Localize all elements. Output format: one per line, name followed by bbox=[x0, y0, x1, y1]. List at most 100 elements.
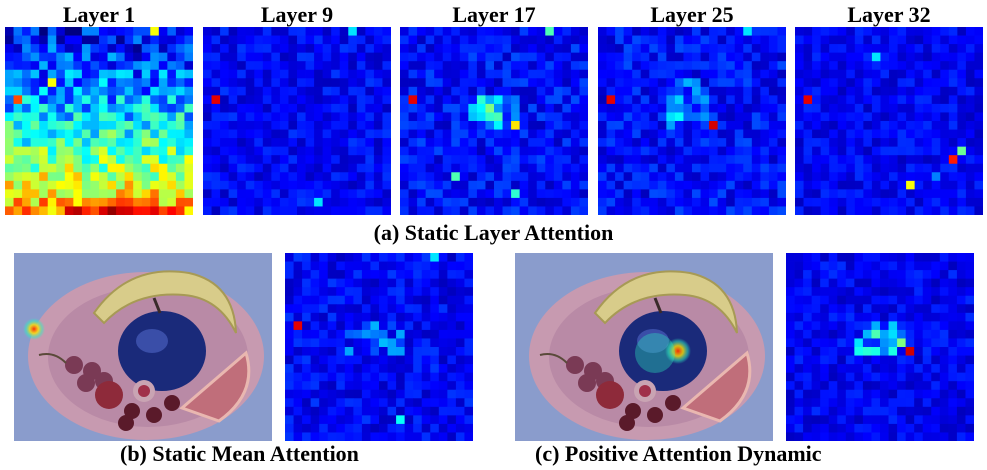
heatmap-cell bbox=[56, 61, 66, 71]
heatmap-cell bbox=[931, 261, 941, 271]
heatmap-cell bbox=[237, 52, 247, 62]
heatmap-cell bbox=[396, 355, 406, 365]
heatmap-cell bbox=[47, 69, 57, 79]
heatmap-cell bbox=[116, 180, 126, 190]
heatmap-cell bbox=[829, 189, 839, 199]
heatmap-cell bbox=[939, 355, 949, 365]
heatmap-cell bbox=[666, 155, 676, 165]
heatmap-cell bbox=[846, 172, 856, 182]
heatmap-cell bbox=[310, 389, 320, 399]
heatmap-cell bbox=[528, 189, 538, 199]
heatmap-cell bbox=[940, 129, 950, 139]
heatmap-cell bbox=[90, 112, 100, 122]
heatmap-cell bbox=[417, 138, 427, 148]
heatmap-cell bbox=[13, 69, 23, 79]
heatmap-cell bbox=[743, 180, 753, 190]
heatmap-cell bbox=[73, 112, 83, 122]
heatmap-cell bbox=[795, 78, 804, 88]
heatmap-cell bbox=[812, 95, 822, 105]
heatmap-cell bbox=[615, 103, 625, 113]
heatmap-cell bbox=[455, 295, 465, 305]
heatmap-cell bbox=[906, 129, 916, 139]
heatmap-cell bbox=[387, 364, 397, 374]
heatmap-cell bbox=[939, 261, 949, 271]
heatmap-cell bbox=[957, 189, 967, 199]
heatmap-cell bbox=[948, 180, 958, 190]
heatmap-cell bbox=[314, 163, 324, 173]
heatmap-cell bbox=[837, 27, 847, 36]
heatmap-cell bbox=[13, 180, 23, 190]
heatmap-cell bbox=[683, 95, 693, 105]
heatmap-cell bbox=[30, 121, 40, 130]
heatmap-cell bbox=[922, 423, 932, 433]
heatmap-cell bbox=[545, 27, 555, 36]
heatmap-cell bbox=[923, 197, 933, 207]
heatmap-cell bbox=[871, 329, 881, 339]
heatmap-cell bbox=[90, 163, 100, 173]
heatmap-cell bbox=[141, 78, 151, 88]
heatmap-cell bbox=[203, 103, 212, 113]
heatmap-cell bbox=[519, 163, 529, 173]
heatmap-cell bbox=[447, 287, 457, 297]
heatmap-cell bbox=[438, 432, 448, 441]
heatmap-cell bbox=[897, 44, 907, 54]
heatmap-cell bbox=[640, 172, 650, 182]
heatmap-cell bbox=[116, 146, 126, 156]
heatmap-cell bbox=[829, 197, 839, 207]
heatmap-cell bbox=[965, 321, 974, 331]
heatmap-cell bbox=[820, 138, 830, 148]
heatmap-cell bbox=[545, 121, 555, 130]
grape bbox=[566, 356, 584, 374]
heatmap-cell bbox=[570, 155, 580, 165]
heatmap-cell bbox=[820, 86, 830, 96]
heatmap-cell bbox=[692, 61, 701, 71]
heatmap-cell bbox=[379, 329, 388, 339]
heatmap-cell bbox=[451, 86, 461, 96]
heatmap-cell bbox=[262, 172, 272, 182]
stem bbox=[38, 353, 67, 364]
heatmap-cell bbox=[116, 78, 126, 88]
heatmap-cell bbox=[717, 163, 727, 173]
heatmap-cell bbox=[99, 163, 108, 173]
heatmap-cell bbox=[914, 398, 924, 408]
heatmap-cell bbox=[931, 61, 941, 71]
heatmap-cell bbox=[322, 163, 332, 173]
heatmap-cell bbox=[820, 189, 830, 199]
heatmap-cell bbox=[811, 329, 821, 339]
heatmap-cell bbox=[90, 180, 100, 190]
heatmap-cell bbox=[623, 121, 633, 130]
heatmap-cell bbox=[327, 338, 337, 348]
heatmap-cell bbox=[293, 287, 303, 297]
heatmap-cell bbox=[570, 95, 580, 105]
heatmap-cell bbox=[649, 155, 659, 165]
heatmap-cell bbox=[468, 69, 478, 79]
heatmap-cell bbox=[365, 146, 375, 156]
heatmap-cell bbox=[47, 78, 57, 88]
heatmap-cell bbox=[657, 172, 667, 182]
heatmap-cell bbox=[632, 163, 642, 173]
heatmap-cell bbox=[167, 103, 177, 113]
heatmap-cell bbox=[965, 44, 975, 54]
heatmap-cell bbox=[314, 146, 324, 156]
heatmap-cell bbox=[382, 138, 391, 148]
heatmap-cell bbox=[387, 321, 397, 331]
heatmap-cell bbox=[965, 86, 975, 96]
heatmap-cell bbox=[606, 206, 616, 215]
heatmap-cell bbox=[632, 52, 642, 62]
heatmap-cell bbox=[579, 155, 588, 165]
heatmap-cell bbox=[430, 347, 440, 356]
heatmap-cell bbox=[897, 270, 907, 280]
heatmap-cell bbox=[438, 423, 448, 433]
heatmap-cell bbox=[734, 129, 744, 139]
heatmap-cell bbox=[254, 52, 264, 62]
heatmap-cell bbox=[421, 312, 431, 322]
heatmap-cell bbox=[502, 138, 512, 148]
heatmap-cell bbox=[361, 406, 371, 416]
heatmap-cell bbox=[751, 121, 761, 130]
heatmap-cell bbox=[288, 44, 298, 54]
heatmap-cell bbox=[562, 146, 572, 156]
heatmap-cell bbox=[666, 138, 676, 148]
heatmap-cell bbox=[640, 189, 650, 199]
heatmap-cell bbox=[683, 172, 693, 182]
heatmap-cell bbox=[133, 138, 143, 148]
